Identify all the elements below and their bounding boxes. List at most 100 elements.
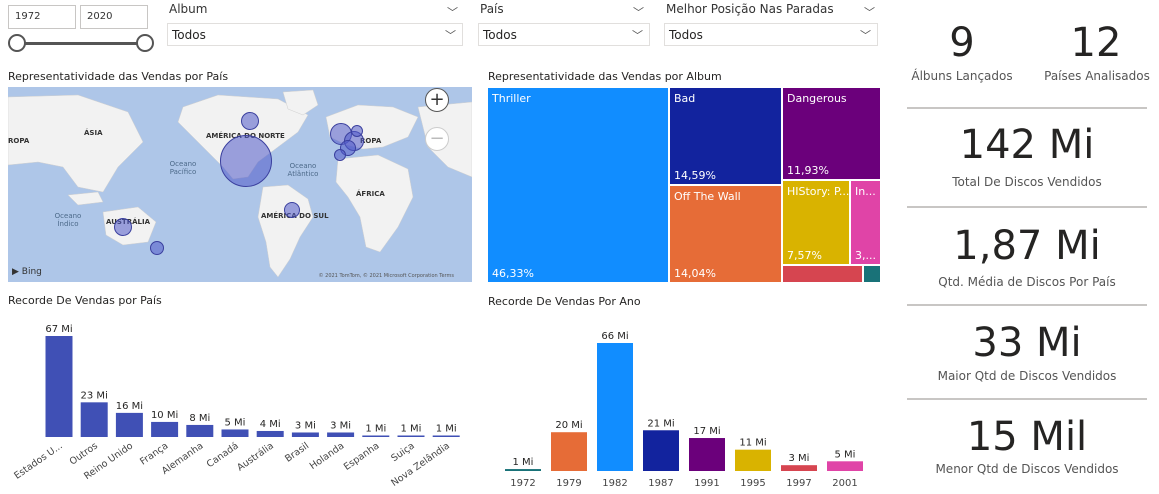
bar[interactable] — [735, 449, 771, 471]
map-label-europa-right: ROPA — [360, 137, 382, 145]
x-tick-label: Austrália — [235, 440, 276, 473]
map-bubble-brasil[interactable] — [284, 202, 300, 218]
bar-data-label: 1 Mi — [401, 423, 422, 434]
sales-map[interactable]: ÁSIA ROPA AMÉRICA DO NORTE ROPA Oceano P… — [8, 87, 472, 282]
treemap-cell-dangerous[interactable]: Dangerous 11,93% — [782, 87, 881, 180]
treemap-cell-small-2[interactable] — [863, 265, 881, 283]
album-dropdown[interactable]: Todos ﹀ — [167, 23, 463, 46]
bing-logo: ▶ Bing — [12, 267, 42, 277]
bar[interactable] — [221, 429, 249, 437]
chevron-down-icon: ﹀ — [445, 29, 456, 42]
chevron-down-icon[interactable]: ﹀ — [864, 6, 875, 19]
bar[interactable] — [256, 430, 284, 437]
bar[interactable] — [115, 412, 143, 437]
kpi-menor-label: Menor Qtd de Discos Vendidos — [935, 462, 1119, 476]
year-slider-track[interactable] — [16, 42, 144, 45]
treemap-cell-pct: 46,33% — [492, 267, 534, 280]
bar[interactable] — [327, 432, 355, 437]
chevron-down-icon[interactable]: ﹀ — [633, 6, 644, 19]
pais-dropdown[interactable]: Todos ﹀ — [478, 23, 650, 46]
year-slider-start-handle[interactable] — [8, 34, 26, 52]
bar[interactable] — [291, 432, 319, 437]
x-tick-label: 1982 — [602, 478, 627, 489]
divider — [907, 107, 1147, 109]
map-label-oceano-atlantico: Oceano Atlântico — [287, 162, 319, 178]
bar[interactable] — [397, 435, 425, 437]
year-end-input[interactable]: 2020 — [80, 5, 148, 29]
treemap-cell-name: In... — [855, 185, 876, 198]
treemap-cell-name: Thriller — [492, 92, 531, 105]
x-tick-label: Espanha — [342, 440, 382, 472]
map-label-asia: ÁSIA — [84, 129, 103, 137]
bar[interactable] — [551, 432, 587, 471]
bar[interactable] — [45, 336, 73, 437]
divider — [907, 206, 1147, 208]
treemap-cell-pct: 14,59% — [674, 169, 716, 182]
year-start-input[interactable]: 1972 — [8, 5, 76, 29]
posicao-dropdown[interactable]: Todos ﹀ — [664, 23, 878, 46]
treemap-cell-name: Off The Wall — [674, 190, 741, 203]
treemap-cell-small-1[interactable] — [782, 265, 863, 283]
treemap-cell-off-the-wall[interactable]: Off The Wall 14,04% — [669, 185, 782, 283]
year-bar-chart: 1 Mi 1972 20 Mi 1979 66 Mi 1982 21 Mi 1987 17 Mi… — [505, 331, 863, 489]
treemap-cell-pct: 7,57% — [787, 249, 822, 262]
x-tick-label: 1987 — [648, 478, 673, 489]
zoom-in-button[interactable]: + — [425, 88, 449, 112]
map-bubble-holanda[interactable] — [351, 125, 363, 137]
bar-data-label: 17 Mi — [693, 426, 720, 437]
map-land — [8, 89, 472, 278]
bar-data-label: 1 Mi — [365, 423, 386, 434]
year-chart-title: Recorde De Vendas Por Ano — [488, 295, 641, 308]
kpi-albuns-label: Álbuns Lançados — [911, 69, 1013, 83]
map-label-europa-left: ROPA — [8, 137, 30, 145]
treemap-cell-thriller[interactable]: Thriller 46,33% — [487, 87, 669, 283]
x-tick-label: Brasil — [283, 440, 311, 464]
treemap-cell-invincible[interactable]: In... 3,... — [850, 180, 881, 265]
bing-icon: ▶ — [12, 267, 19, 277]
x-tick-label: 1972 — [510, 478, 535, 489]
bar[interactable] — [597, 343, 633, 471]
map-bubble-australia[interactable] — [114, 218, 132, 236]
bar[interactable] — [186, 424, 214, 437]
bar[interactable] — [689, 438, 725, 471]
map-label-oceano-indico: Oceano Índico — [54, 212, 82, 228]
x-tick-label: 1979 — [556, 478, 581, 489]
bar[interactable] — [643, 430, 679, 471]
posicao-slicer-title: Melhor Posição Nas Paradas — [666, 2, 834, 16]
x-tick-label: Holanda — [308, 440, 346, 472]
map-title: Representatividade das Vendas por País — [8, 70, 229, 83]
map-bubble-nova-zelandia[interactable] — [150, 241, 164, 255]
x-tick-label: 1991 — [694, 478, 719, 489]
pais-slicer-title: País — [480, 2, 504, 16]
bar[interactable] — [432, 435, 460, 437]
map-bubble-canada[interactable] — [241, 112, 259, 130]
bar-data-label: 23 Mi — [81, 390, 108, 401]
bar[interactable] — [781, 465, 817, 471]
x-tick-label: 1995 — [740, 478, 765, 489]
bar-data-label: 20 Mi — [555, 420, 582, 431]
year-slider-end-handle[interactable] — [136, 34, 154, 52]
kpi-albuns-value: 9 — [949, 20, 975, 66]
bar[interactable] — [151, 421, 179, 437]
bar-data-label: 1 Mi — [513, 457, 534, 468]
treemap-cell-name: Dangerous — [787, 92, 847, 105]
treemap-cell-pct: 14,04% — [674, 267, 716, 280]
chevron-down-icon[interactable]: ﹀ — [447, 6, 458, 19]
bar[interactable] — [80, 402, 108, 437]
bar-data-label: 10 Mi — [151, 410, 178, 421]
bar-data-label: 1 Mi — [436, 423, 457, 434]
kpi-paises-label: Países Analisados — [1044, 69, 1150, 83]
x-tick-label: 2001 — [832, 478, 857, 489]
bar[interactable] — [505, 469, 541, 471]
treemap-cell-bad[interactable]: Bad 14,59% — [669, 87, 782, 185]
bar-data-label: 3 Mi — [295, 420, 316, 431]
bar-data-label: 5 Mi — [835, 449, 856, 460]
bar[interactable] — [827, 461, 863, 471]
zoom-out-button[interactable]: − — [425, 127, 449, 151]
x-tick-label: Suiça — [389, 440, 416, 464]
bar[interactable] — [362, 435, 390, 437]
map-bubble-estados-unidos[interactable] — [220, 135, 272, 187]
treemap-cell-history[interactable]: HIStory: P... 7,57% — [782, 180, 850, 265]
year-end-value: 2020 — [87, 11, 113, 22]
map-bubble-espanha[interactable] — [334, 149, 346, 161]
